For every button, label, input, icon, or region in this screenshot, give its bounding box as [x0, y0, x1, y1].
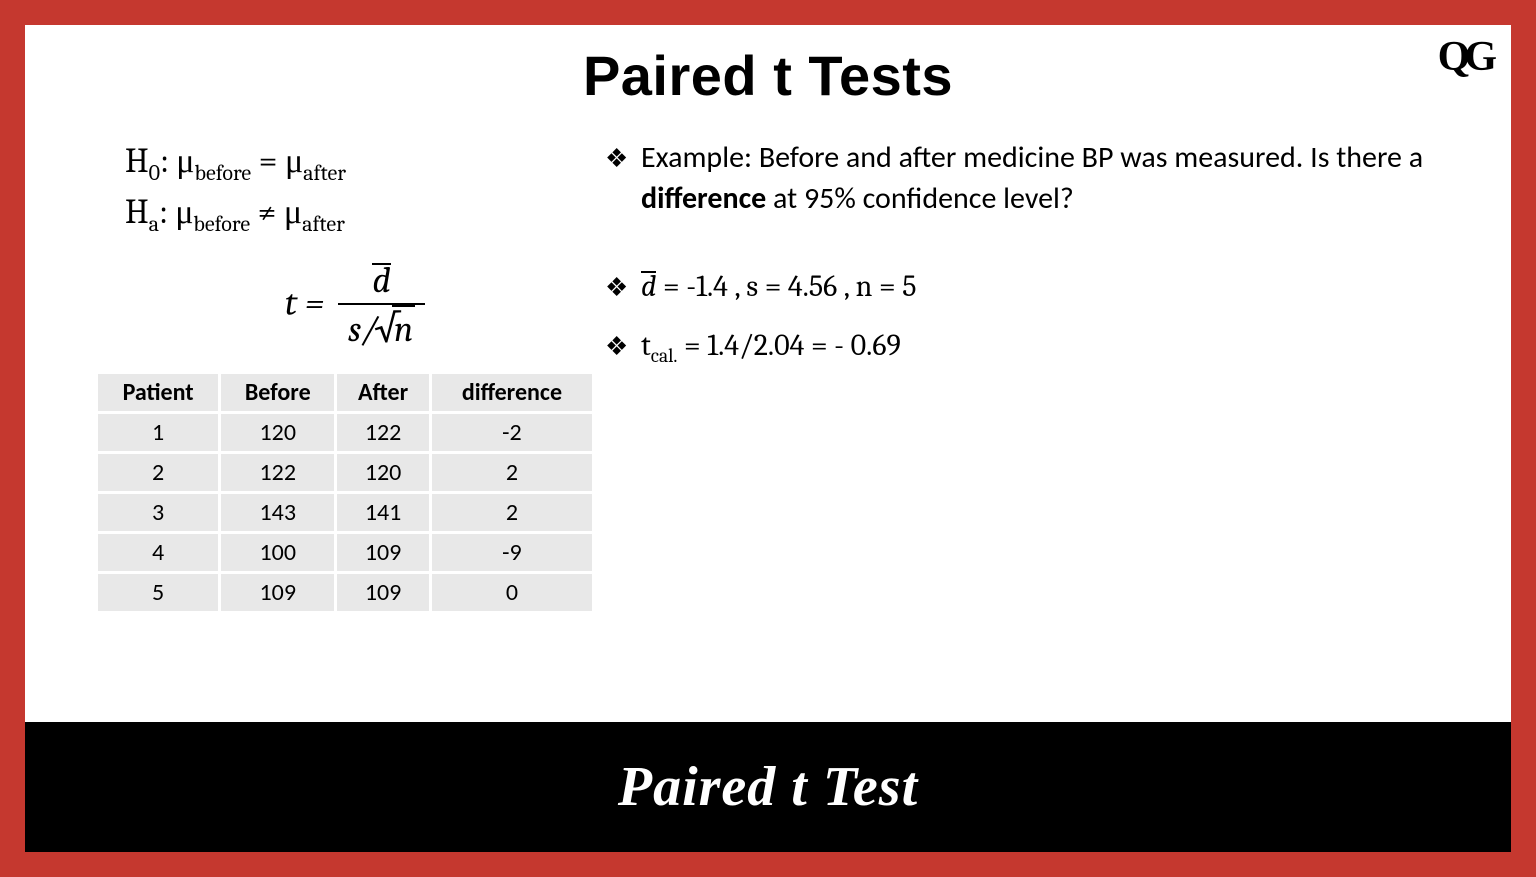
table-row: 4100109-9 [97, 533, 594, 573]
right-column: ❖ Example: Before and after medicine BP … [585, 138, 1471, 614]
ha-sym: H [125, 192, 149, 232]
slide-title: Paired t Tests [25, 25, 1511, 108]
table-cell: 0 [430, 573, 593, 613]
h0-sym: H [125, 141, 149, 181]
col-patient: Patient [97, 373, 220, 413]
ha-line: Ha: μbefore ≠ μafter [125, 189, 585, 240]
b3-sub: cal. [651, 344, 678, 367]
table-row: 31431412 [97, 493, 594, 533]
formula-lhs: t = [285, 283, 324, 324]
bullet-1: ❖ Example: Before and after medicine BP … [605, 138, 1471, 219]
table-row: 21221202 [97, 453, 594, 493]
table-body: 1120122-221221202314314124100109-9510910… [97, 413, 594, 613]
spacer [605, 237, 1471, 267]
h0-line: H0: μbefore = μafter [125, 138, 585, 189]
mu1-sub: before [194, 160, 251, 186]
col-after: After [336, 373, 431, 413]
table-cell: 141 [336, 493, 431, 533]
sqrt-n: n [392, 305, 415, 354]
table-cell: 109 [336, 533, 431, 573]
table-row: 1120122-2 [97, 413, 594, 453]
table-cell: 122 [220, 453, 336, 493]
table-cell: 5 [97, 573, 220, 613]
bullet-2: ❖ d = -1.4 , s = 4.56 , n = 5 [605, 267, 1471, 308]
t-formula: t = d s/n [125, 259, 585, 353]
sqrt: n [378, 305, 415, 354]
hypotheses: H0: μbefore = μafter Ha: μbefore ≠ μafte… [125, 138, 585, 239]
mu2-sub: after [303, 160, 346, 186]
data-table: Patient Before After difference 1120122-… [95, 371, 595, 614]
fraction: d s/n [338, 259, 425, 353]
table-header-row: Patient Before After difference [97, 373, 594, 413]
den-s: s [348, 309, 361, 350]
table-cell: 2 [97, 453, 220, 493]
mu2: μ [285, 141, 303, 181]
bullet-marker: ❖ [605, 267, 641, 308]
mu3-sub: before [193, 211, 250, 237]
table-cell: 143 [220, 493, 336, 533]
neq: ≠ [258, 192, 277, 232]
table-cell: 2 [430, 453, 593, 493]
slide: QG Paired t Tests H0: μbefore = μafter H… [25, 25, 1511, 852]
table-cell: 109 [220, 573, 336, 613]
bullet-1-text: Example: Before and after medicine BP wa… [641, 138, 1471, 219]
table-row: 51091090 [97, 573, 594, 613]
b1-pre: Example: Before and after medicine BP wa… [641, 139, 1423, 176]
left-column: H0: μbefore = μafter Ha: μbefore ≠ μafte… [65, 138, 585, 614]
table-cell: -9 [430, 533, 593, 573]
table-cell: 120 [220, 413, 336, 453]
table-cell: 2 [430, 493, 593, 533]
numerator: d [338, 259, 425, 304]
table-cell: 3 [97, 493, 220, 533]
dbar-num: d [372, 259, 390, 302]
table-cell: -2 [430, 413, 593, 453]
content-area: H0: μbefore = μafter Ha: μbefore ≠ μafte… [25, 138, 1511, 614]
h0-sub: 0 [149, 160, 160, 186]
table-cell: 120 [336, 453, 431, 493]
mu4-sub: after [302, 211, 345, 237]
eq: = [259, 141, 278, 181]
ha-sub: a [149, 211, 159, 237]
col-diff: difference [430, 373, 593, 413]
bullet-marker: ❖ [605, 326, 641, 369]
b3-t: t [641, 328, 651, 363]
b1-bold: difference [641, 180, 766, 217]
table-cell: 1 [97, 413, 220, 453]
bullet-list: ❖ Example: Before and after medicine BP … [605, 138, 1471, 369]
b1-post: at 95% confidence level? [766, 180, 1074, 217]
b2-rest: = -1.4 , s = 4.56 , n = 5 [656, 269, 916, 304]
b3-rest: = 1.4/2.04 = - 0.69 [677, 328, 900, 363]
bullet-3: ❖ tcal. = 1.4/2.04 = - 0.69 [605, 326, 1471, 369]
dbar-b2: d [641, 267, 656, 308]
table-cell: 122 [336, 413, 431, 453]
table-cell: 109 [336, 573, 431, 613]
mu4: μ [284, 192, 302, 232]
logo: QG [1438, 33, 1491, 81]
bullet-3-text: tcal. = 1.4/2.04 = - 0.69 [641, 326, 1471, 369]
mu1: μ [176, 141, 194, 181]
table-cell: 100 [220, 533, 336, 573]
bullet-marker: ❖ [605, 138, 641, 219]
col-before: Before [220, 373, 336, 413]
denominator: s/n [338, 305, 425, 354]
bullet-2-text: d = -1.4 , s = 4.56 , n = 5 [641, 267, 1471, 308]
mu3: μ [175, 192, 193, 232]
table-cell: 4 [97, 533, 220, 573]
footer-bar: Paired t Test [25, 722, 1511, 852]
